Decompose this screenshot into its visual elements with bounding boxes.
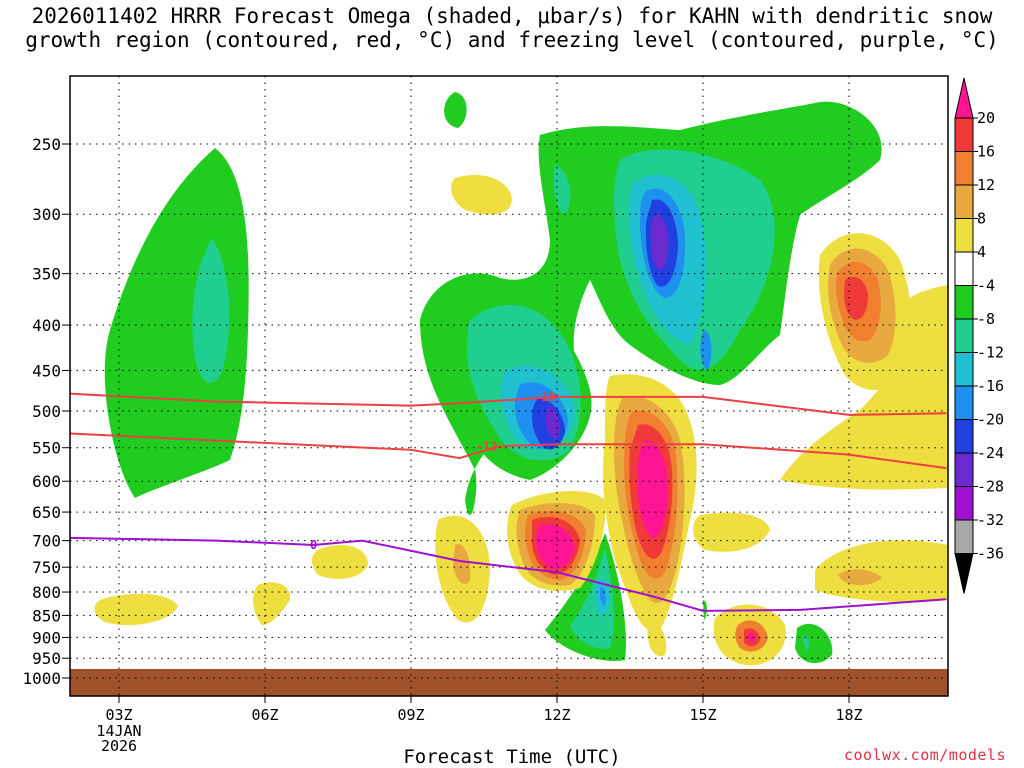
omega-positive-region	[748, 632, 756, 643]
y-tick-label: 550	[32, 439, 61, 458]
colorbar-segment	[954, 218, 974, 253]
omega-negative-region	[444, 92, 467, 128]
colorbar: 20 16 12 8 4 -4 -8 -12 -16 -20 -24 -28 -32 -36	[954, 77, 1004, 594]
omega-positive-region	[451, 174, 512, 215]
x-tick-label: 06Z	[251, 706, 278, 724]
colorbar-segment	[954, 318, 974, 353]
x-tick-label: 09Z	[397, 706, 424, 724]
contour-label: -12	[476, 439, 498, 453]
colorbar-label: -4	[977, 277, 995, 295]
colorbar-segment	[954, 486, 974, 521]
plot-frame	[69, 75, 949, 697]
y-tick-label: 750	[32, 558, 61, 577]
x-tick-label: 12Z	[543, 706, 570, 724]
y-tick-label: 1000	[22, 669, 61, 688]
y-tick-label: 400	[32, 316, 61, 335]
colorbar-segment	[954, 184, 974, 219]
omega-negative-region	[545, 405, 560, 439]
colorbar-cap-bottom	[954, 553, 974, 594]
y-axis: 250 300 350 400 450 500 550 600 650 700 750 800 850 9…	[22, 135, 70, 688]
contour-line	[70, 392, 947, 416]
y-tick-label: 950	[32, 649, 61, 668]
y-tick-label: 850	[32, 606, 61, 625]
colorbar-label: 16	[977, 143, 995, 161]
colorbar-label: -28	[977, 478, 1004, 496]
omega-negative-region	[192, 238, 230, 383]
omega-negative-region	[570, 548, 614, 649]
contour-line	[70, 536, 947, 612]
contour-line	[70, 432, 947, 470]
colorbar-label: 4	[977, 243, 986, 261]
omega-negative-region	[802, 635, 809, 652]
contour-lines: -18 -12 0	[70, 390, 947, 612]
colorbar-segment	[954, 452, 974, 487]
y-tick-label: 250	[32, 135, 61, 154]
colorbar-segment	[954, 352, 974, 387]
title-line-2: growth region (contoured, red, °C) and f…	[25, 28, 999, 52]
colorbar-label: -20	[977, 411, 1004, 429]
plot-area: -18 -12 0	[70, 76, 948, 696]
x-date-label: 14JAN	[96, 722, 141, 740]
x-date-label: 2026	[101, 737, 137, 755]
x-axis-label: Forecast Time (UTC)	[403, 746, 621, 768]
x-tick-label: 03Z	[105, 706, 132, 724]
omega-positive-region	[844, 276, 868, 320]
colorbar-label: -32	[977, 511, 1004, 529]
omega-negative-region	[104, 148, 249, 498]
colorbar-segment	[954, 385, 974, 420]
y-tick-label: 500	[32, 402, 61, 421]
colorbar-label: 8	[977, 210, 986, 228]
y-tick-label: 450	[32, 361, 61, 380]
title-line-1: 2026011402 HRRR Forecast Omega (shaded, …	[31, 4, 993, 28]
omega-negative-region	[650, 214, 669, 270]
omega-positive-region	[838, 569, 882, 586]
ground-surface	[70, 669, 948, 696]
y-tick-label: 900	[32, 628, 61, 647]
omega-positive-region	[647, 620, 667, 657]
chart-title: 2026011402 HRRR Forecast Omega (shaded, …	[0, 4, 1024, 52]
omega-positive-region	[253, 582, 291, 625]
colorbar-segment	[954, 251, 974, 286]
y-tick-label: 800	[32, 583, 61, 602]
colorbar-label: 12	[977, 176, 995, 194]
x-tick-label: 18Z	[835, 706, 862, 724]
omega-positive-region	[94, 593, 178, 626]
omega-positive-region	[312, 545, 368, 579]
y-tick-label: 650	[32, 503, 61, 522]
colorbar-segment	[954, 151, 974, 186]
omega-positive-region	[453, 544, 471, 585]
omega-positive-region	[637, 439, 668, 538]
omega-shading	[94, 92, 948, 666]
credit-text[interactable]: coolwx.com/models	[843, 746, 1006, 764]
y-tick-label: 600	[32, 472, 61, 491]
omega-positive-region	[536, 524, 575, 570]
y-tick-label: 300	[32, 205, 61, 224]
contour-label: -18	[534, 390, 556, 404]
x-tick-label: 15Z	[689, 706, 716, 724]
colorbar-segment	[954, 285, 974, 320]
colorbar-label: -8	[977, 310, 995, 328]
omega-positive-region	[815, 540, 948, 602]
colorbar-segment	[954, 419, 974, 454]
colorbar-segment	[954, 519, 974, 554]
colorbar-label: -12	[977, 344, 1004, 362]
colorbar-label: 20	[977, 109, 995, 127]
colorbar-segment	[954, 117, 974, 152]
omega-positive-region	[693, 512, 770, 552]
colorbar-label: -36	[977, 545, 1004, 563]
omega-negative-region	[553, 165, 571, 215]
colorbar-cap-top	[954, 77, 974, 119]
contour-label: 0	[310, 538, 317, 552]
colorbar-label: -16	[977, 377, 1004, 395]
omega-negative-region	[795, 623, 833, 664]
omega-negative-region	[700, 330, 712, 370]
y-tick-label: 700	[32, 532, 61, 551]
y-tick-label: 350	[32, 265, 61, 284]
colorbar-label: -24	[977, 444, 1004, 462]
